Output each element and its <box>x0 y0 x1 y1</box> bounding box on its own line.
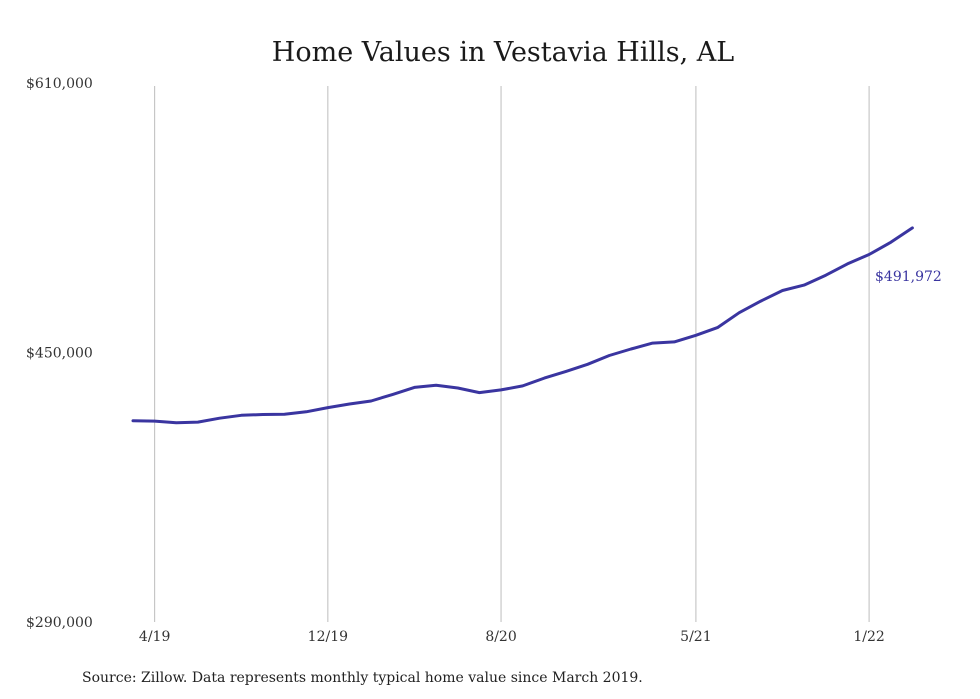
y-tick-label: $450,000 <box>26 346 93 362</box>
x-tick-label: 4/19 <box>139 629 170 645</box>
source-note: Source: Zillow. Data represents monthly … <box>82 670 643 686</box>
grid-lines <box>154 86 870 622</box>
end-value-label: $491,972 <box>875 269 942 285</box>
x-tick-label: 8/20 <box>485 629 516 645</box>
y-axis-ticks: $610,000 $450,000 $290,000 <box>26 76 93 631</box>
y-tick-label: $290,000 <box>26 615 93 631</box>
series-lines <box>131 226 914 425</box>
series-line <box>131 226 914 425</box>
y-tick-label: $610,000 <box>26 76 93 92</box>
x-tick-label: 5/21 <box>680 629 711 645</box>
x-tick-label: 12/19 <box>308 629 348 645</box>
x-axis-ticks: 4/19 12/19 8/20 5/21 1/22 <box>139 629 885 645</box>
chart-title: Home Values in Vestavia Hills, AL <box>272 37 734 68</box>
x-tick-label: 1/22 <box>853 629 884 645</box>
